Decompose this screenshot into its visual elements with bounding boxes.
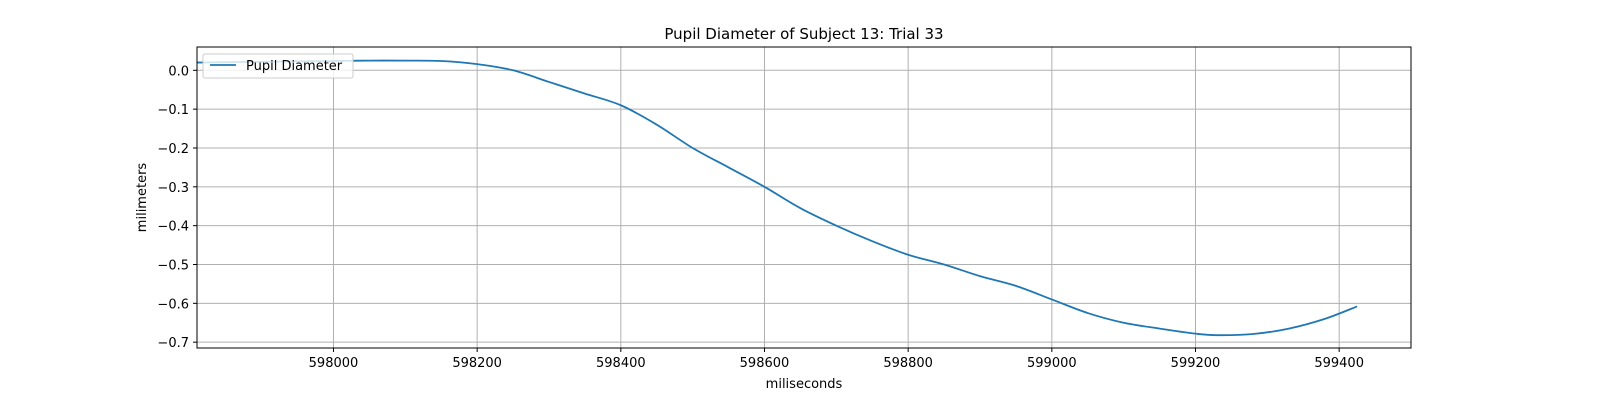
legend: Pupil Diameter [202, 53, 354, 79]
plot-frame [196, 46, 1412, 349]
series-layer [196, 59, 1358, 337]
x-axis-label: miliseconds [766, 377, 843, 392]
legend-box [202, 53, 354, 79]
y-tick-label: −0.7 [157, 336, 189, 351]
x-tick-label: 599200 [1171, 356, 1221, 371]
x-tick-label: 599000 [1027, 356, 1077, 371]
ticks: 598000 598200 598400 598600 598800 599000 5992… [157, 64, 1364, 371]
y-tick-label: −0.6 [157, 297, 189, 312]
chart-title: Pupil Diameter of Subject 13: Trial 33 [664, 25, 943, 43]
grid [197, 47, 1411, 348]
y-tick-label: −0.2 [157, 142, 189, 157]
y-tick-label: −0.3 [157, 181, 189, 196]
x-tick-label: 598400 [596, 356, 646, 371]
y-tick-label: −0.1 [157, 103, 189, 118]
y-tick-label: −0.4 [157, 220, 189, 235]
x-tick-label: 598600 [740, 356, 790, 371]
y-axis-label: milimeters [135, 163, 150, 233]
legend-label: Pupil Diameter [246, 59, 343, 74]
x-tick-label: 598800 [883, 356, 933, 371]
x-tick-label: 599400 [1314, 356, 1364, 371]
y-tick-label: 0.0 [168, 64, 189, 79]
x-tick-label: 598000 [309, 356, 359, 371]
series-line [196, 59, 1358, 337]
x-tick-label: 598200 [452, 356, 502, 371]
y-tick-label: −0.5 [157, 258, 189, 273]
